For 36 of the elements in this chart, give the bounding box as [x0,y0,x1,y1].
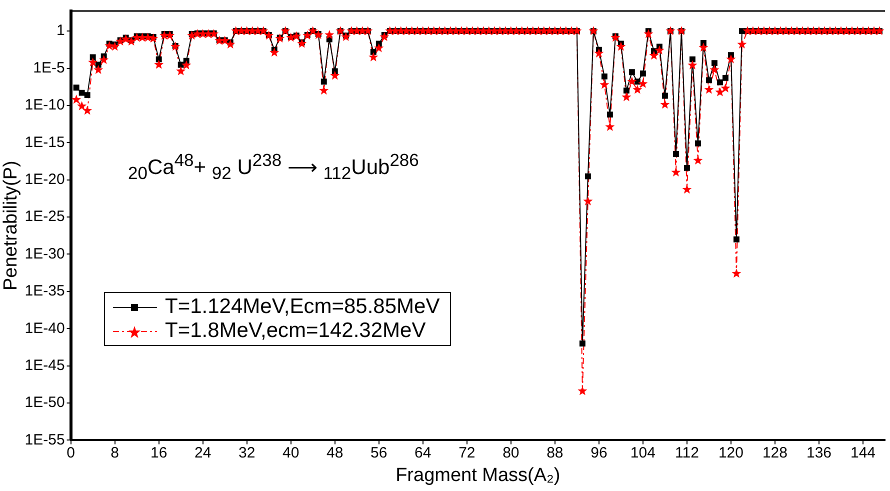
y-tick-label: 1E-50 [24,394,65,412]
x-tick-label: 16 [150,444,168,462]
y-tick-label: 1E-45 [24,356,65,374]
x-tick-label: 96 [590,444,608,462]
x-tick-label: 64 [414,444,432,462]
x-tick-label: 120 [718,444,744,462]
legend-label: T=1.8MeV,ecm=142.32MeV [165,319,426,343]
x-tick-label: 24 [194,444,212,462]
y-tick-label: 1E-20 [24,170,65,188]
y-tick-label: 1E-55 [24,431,65,448]
legend-label: T=1.124MeV,Ecm=85.85MeV [165,295,440,319]
y-axis-title: Penetrability(P) [0,160,22,291]
y-tick-label: 1E-10 [24,96,65,114]
x-tick-label: 128 [762,444,788,462]
text: $_{20}$Ca$^{48}$+ $_{92}$ U$^{238}$ ⟶ $_{112}$Uub$^{286}$ [128,150,419,184]
x-tick-label: 112 [674,444,699,462]
x-tick-label: 48 [326,444,344,462]
y-tick-label: 1E-30 [24,245,65,262]
y-tick-label: 1E-15 [24,134,65,151]
y-tick-label: 1 [56,22,65,40]
x-tick-label: 40 [282,444,300,462]
x-axis-title: Fragment Mass(A₂) [396,464,560,486]
y-tick-label: 1E-25 [24,208,65,226]
x-tick-label: 56 [370,444,388,462]
x-tick-label: 136 [806,444,832,462]
x-tick-label: 80 [502,444,520,462]
x-tick-label: 72 [458,444,476,462]
x-tick-label: 144 [850,444,876,462]
x-tick-label: 8 [110,444,120,462]
x-tick-label: 32 [238,444,256,462]
x-tick-label: 0 [66,444,75,462]
y-tick-label: 1E-35 [24,282,65,300]
y-tick-label: 1E-40 [24,320,65,337]
y-tick-label: 1E-5 [33,59,65,76]
x-tick-label: 104 [630,444,656,462]
x-tick-label: 88 [546,444,564,462]
